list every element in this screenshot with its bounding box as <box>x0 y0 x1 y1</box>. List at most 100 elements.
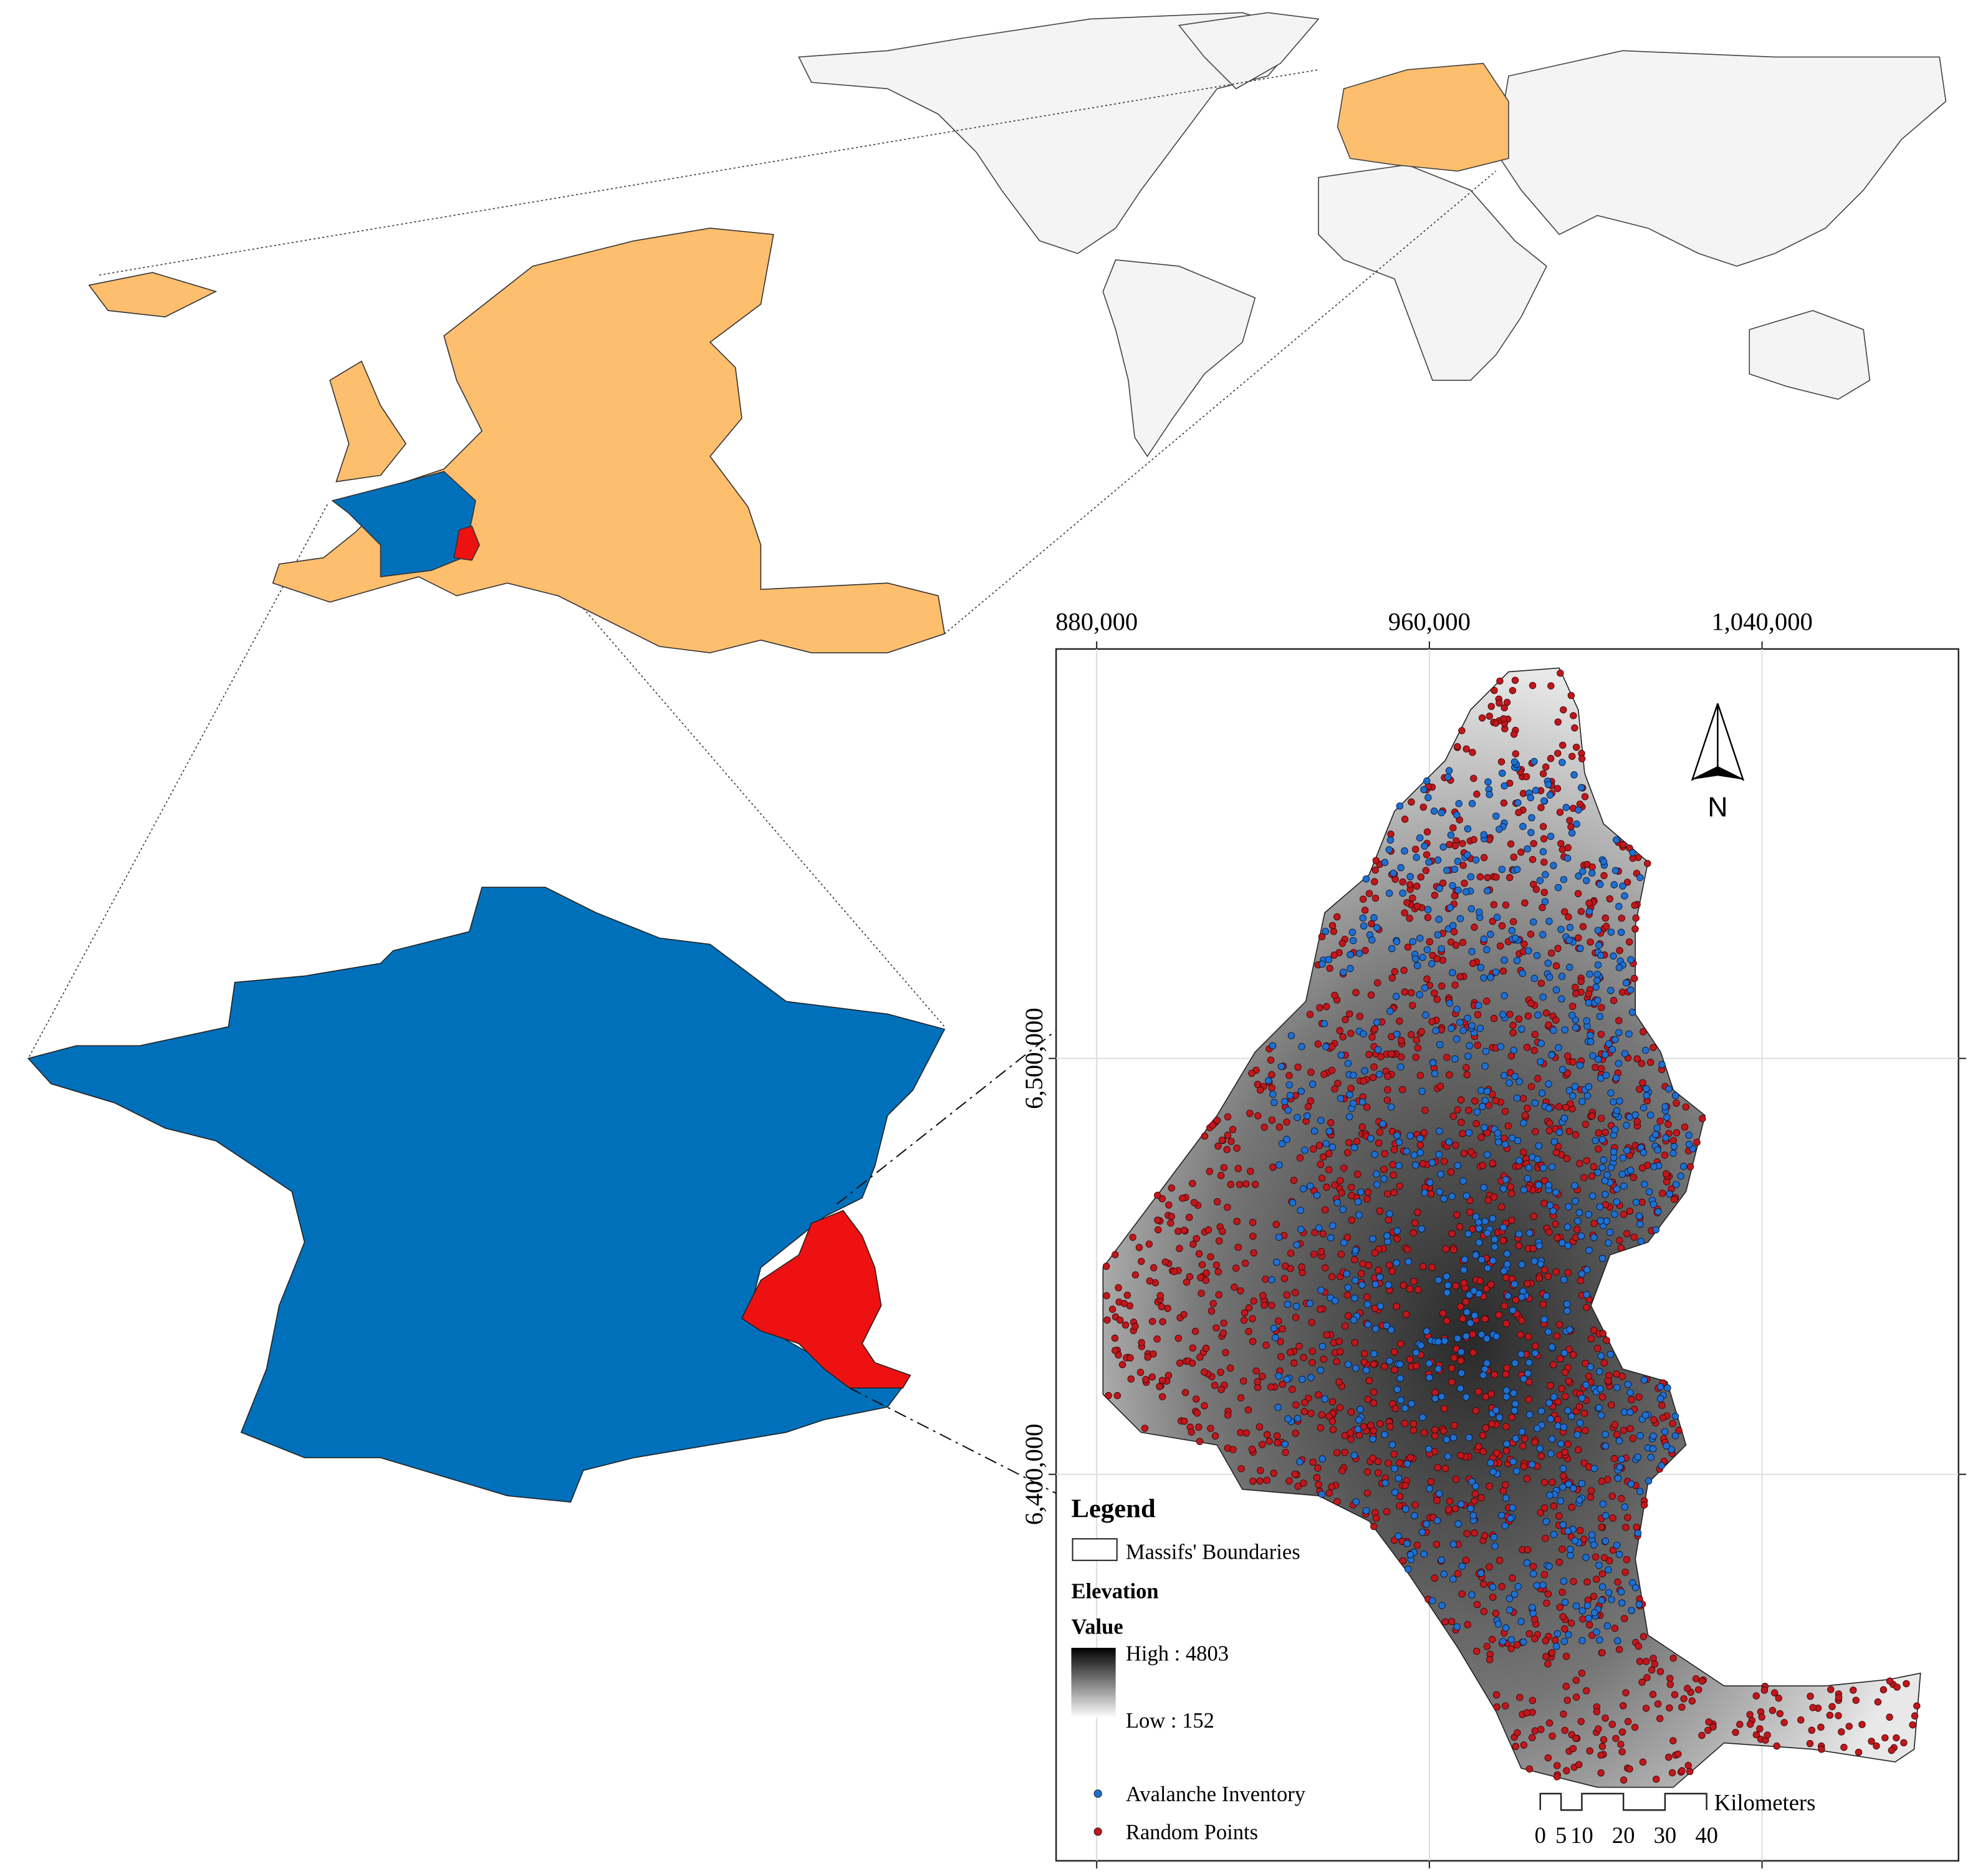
random-point <box>1337 1251 1345 1258</box>
random-point <box>1304 1103 1312 1110</box>
random-point <box>1756 1725 1764 1733</box>
avalanche-point <box>1425 859 1433 866</box>
legend-subtitle: Value <box>1072 1615 1123 1639</box>
north-america <box>798 12 1307 254</box>
random-point <box>1544 1660 1552 1668</box>
avalanche-point <box>1668 1446 1676 1453</box>
avalanche-point <box>1601 1442 1610 1450</box>
random-point <box>1385 1216 1393 1224</box>
random-point <box>1486 713 1493 720</box>
avalanche-point <box>1594 1168 1601 1176</box>
avalanche-point <box>1362 875 1370 883</box>
random-point <box>1338 940 1347 947</box>
random-point <box>1358 1123 1366 1131</box>
random-point <box>1609 1514 1616 1522</box>
avalanche-point <box>1453 1036 1461 1043</box>
avalanche-point <box>1545 781 1552 788</box>
avalanche-point <box>1461 1256 1469 1263</box>
avalanche-point <box>1449 921 1457 930</box>
random-point <box>1408 1031 1415 1039</box>
random-point <box>1545 1719 1553 1727</box>
random-point <box>1573 1693 1580 1701</box>
random-point <box>1436 1082 1444 1090</box>
avalanche-point <box>1598 1136 1606 1143</box>
random-point <box>1451 981 1459 989</box>
avalanche-point <box>1626 1166 1635 1174</box>
avalanche-point <box>1624 1380 1631 1388</box>
random-point <box>1537 804 1545 811</box>
random-point <box>1428 1264 1436 1271</box>
avalanche-point <box>1446 904 1454 912</box>
avalanche-point <box>1616 1463 1623 1471</box>
avalanche-point <box>1357 1405 1364 1413</box>
random-point <box>1423 851 1431 859</box>
random-point <box>1457 1357 1464 1365</box>
avalanche-point <box>1652 1130 1659 1138</box>
random-point <box>1422 867 1430 875</box>
avalanche-point <box>1278 1140 1286 1148</box>
avalanche-point <box>1357 1188 1365 1196</box>
avalanche-point <box>1445 1138 1453 1146</box>
random-point <box>1363 1468 1371 1476</box>
avalanche-point <box>1565 1087 1573 1094</box>
random-point <box>1347 1435 1355 1443</box>
random-point <box>1555 1103 1563 1110</box>
random-point <box>1481 1532 1489 1539</box>
random-point <box>1553 1762 1561 1769</box>
random-point <box>1224 1203 1231 1211</box>
random-point <box>1249 1477 1257 1485</box>
random-point <box>1573 743 1580 751</box>
random-point <box>1338 1467 1346 1474</box>
avalanche-point <box>1423 946 1431 954</box>
avalanche-point <box>1665 1085 1673 1093</box>
random-point <box>1531 1727 1539 1734</box>
avalanche-point <box>1337 1051 1345 1059</box>
random-point <box>1307 1069 1315 1076</box>
random-point <box>1331 1181 1338 1189</box>
random-point <box>1399 1557 1407 1565</box>
avalanche-point <box>1582 1554 1590 1561</box>
random-point <box>1482 1285 1491 1292</box>
random-point <box>1458 727 1466 734</box>
avalanche-point <box>1530 1258 1539 1265</box>
random-point <box>1517 849 1525 856</box>
connector <box>98 69 1319 276</box>
random-point <box>1309 1347 1316 1355</box>
random-point <box>1601 1128 1609 1136</box>
avalanche-point <box>1333 1199 1341 1206</box>
random-point <box>1504 1122 1512 1130</box>
avalanche-point <box>1481 1218 1489 1225</box>
random-point <box>1270 1470 1277 1477</box>
random-point <box>1274 1439 1281 1446</box>
random-point <box>1579 1615 1587 1623</box>
random-point <box>1431 892 1439 899</box>
avalanche-point <box>1621 1050 1629 1057</box>
avalanche-point <box>1594 961 1602 969</box>
avalanche-point <box>1511 1072 1519 1080</box>
avalanche-point <box>1418 1087 1426 1095</box>
random-point <box>1401 1420 1409 1427</box>
avalanche-point <box>1518 1261 1525 1268</box>
avalanche-point <box>1647 1453 1654 1461</box>
avalanche-point <box>1566 963 1573 971</box>
avalanche-point <box>1466 1042 1473 1050</box>
random-point <box>1267 1056 1275 1064</box>
avalanche-point <box>1661 1428 1669 1436</box>
avalanche-point <box>1395 1138 1403 1146</box>
avalanche-point <box>1537 1058 1544 1065</box>
random-point <box>1396 1493 1404 1500</box>
avalanche-point <box>1548 1163 1556 1171</box>
random-point <box>1635 1642 1643 1650</box>
random-point <box>1170 1268 1178 1276</box>
random-point <box>1521 1112 1529 1119</box>
y-tick-label: 6,400,000 <box>1020 1423 1048 1525</box>
random-point <box>1341 1448 1348 1456</box>
random-point <box>1478 714 1486 722</box>
random-point <box>1376 1128 1383 1136</box>
avalanche-point <box>1434 1338 1442 1345</box>
random-point <box>1556 1604 1563 1611</box>
avalanche-point <box>1464 825 1472 833</box>
avalanche-point <box>1600 858 1608 865</box>
random-point <box>1469 749 1476 756</box>
random-point <box>1873 1742 1880 1750</box>
